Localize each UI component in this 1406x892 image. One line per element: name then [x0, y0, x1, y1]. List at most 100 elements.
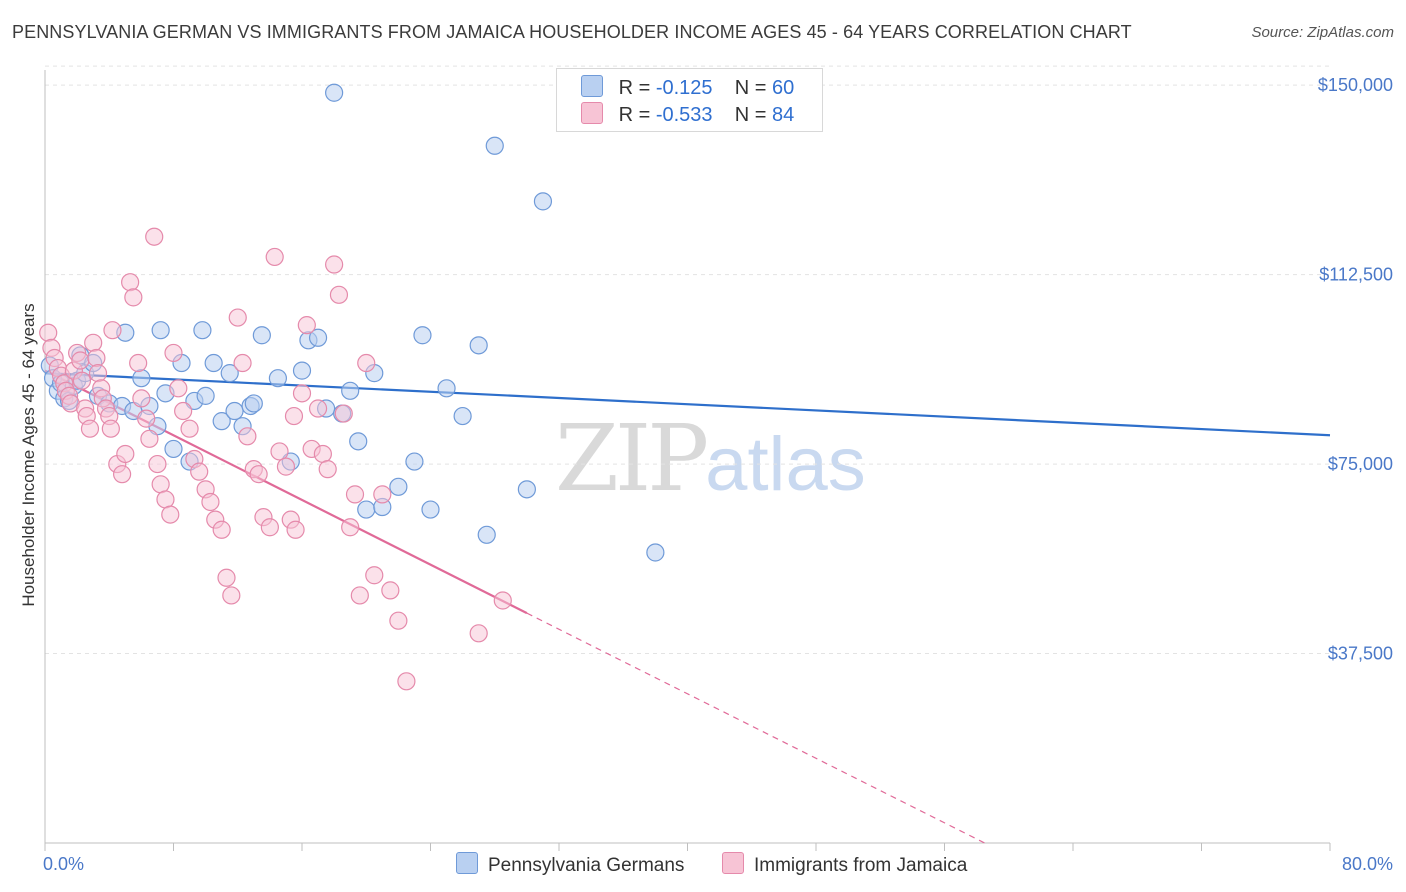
x-tick-label: 80.0%	[1342, 854, 1393, 874]
data-point-pennsylvania-germans	[389, 477, 408, 496]
data-point-immigrants-from-jamaica	[132, 389, 151, 408]
data-point-immigrants-from-jamaica	[212, 520, 231, 539]
data-point-immigrants-from-jamaica	[129, 353, 148, 373]
legend-n-label: N =	[734, 77, 767, 99]
data-point-immigrants-from-jamaica	[249, 465, 268, 484]
data-point-immigrants-from-jamaica	[103, 321, 122, 340]
data-point-pennsylvania-germans	[220, 364, 239, 383]
data-point-immigrants-from-jamaica	[469, 624, 488, 643]
y-tick-label: $37,500	[1328, 644, 1393, 664]
data-point-immigrants-from-jamaica	[284, 406, 304, 426]
bottom-legend-pennsylvania-germans: Pennsylvania Germans	[456, 852, 684, 877]
data-point-immigrants-from-jamaica	[145, 227, 164, 246]
data-point-pennsylvania-germans	[132, 369, 151, 388]
data-point-immigrants-from-jamaica	[292, 384, 312, 403]
data-point-immigrants-from-jamaica	[238, 427, 257, 446]
series-pennsylvania-germans	[40, 83, 665, 562]
y-tick-label: $150,000	[1318, 75, 1393, 95]
data-point-immigrants-from-jamaica	[329, 285, 349, 304]
data-point-immigrants-from-jamaica	[87, 348, 106, 368]
data-point-immigrants-from-jamaica	[222, 586, 241, 605]
data-point-immigrants-from-jamaica	[350, 586, 369, 605]
legend-swatch-blue	[581, 75, 603, 97]
data-point-immigrants-from-jamaica	[88, 364, 108, 383]
bottom-legend-swatch-blue	[456, 852, 478, 874]
data-point-immigrants-from-jamaica	[260, 518, 279, 537]
data-point-immigrants-from-jamaica	[101, 419, 120, 438]
data-point-immigrants-from-jamaica	[124, 288, 143, 307]
data-point-immigrants-from-jamaica	[116, 444, 135, 464]
data-point-pennsylvania-germans	[268, 369, 288, 388]
data-point-immigrants-from-jamaica	[493, 591, 512, 610]
data-point-immigrants-from-jamaica	[71, 351, 90, 370]
data-point-pennsylvania-germans	[252, 326, 271, 345]
series-immigrants-from-jamaica	[39, 227, 512, 691]
data-point-pennsylvania-germans	[646, 543, 665, 562]
data-point-immigrants-from-jamaica	[151, 475, 170, 494]
data-point-immigrants-from-jamaica	[297, 316, 316, 335]
data-point-pennsylvania-germans	[164, 439, 183, 459]
data-point-immigrants-from-jamaica	[201, 492, 220, 512]
data-point-immigrants-from-jamaica	[137, 409, 156, 428]
data-point-immigrants-from-jamaica	[286, 520, 305, 539]
data-point-pennsylvania-germans	[533, 192, 553, 211]
data-point-immigrants-from-jamaica	[334, 404, 353, 423]
tick-labels: $37,500 $75,000 $112,500 $150,000 0.0% 80.0%	[43, 75, 1393, 874]
data-point-immigrants-from-jamaica	[217, 568, 236, 587]
legend-n-value: 84	[772, 104, 795, 126]
data-point-immigrants-from-jamaica	[318, 460, 337, 479]
data-point-pennsylvania-germans	[477, 525, 496, 544]
data-point-pennsylvania-germans	[341, 381, 360, 400]
data-point-immigrants-from-jamaica	[169, 379, 188, 398]
data-point-immigrants-from-jamaica	[345, 485, 365, 504]
data-point-pennsylvania-germans	[204, 353, 223, 373]
data-point-immigrants-from-jamaica	[39, 323, 58, 342]
data-point-immigrants-from-jamaica	[121, 273, 140, 292]
legend-n-value: 60	[772, 77, 795, 99]
correlation-legend: R = -0.125 N = 60 R = -0.533 N = 84	[556, 68, 823, 132]
data-point-immigrants-from-jamaica	[164, 343, 183, 363]
y-tick-label: $112,500	[1319, 265, 1393, 285]
data-point-immigrants-from-jamaica	[357, 353, 376, 373]
legend-r-label: R =	[618, 77, 651, 99]
data-point-pennsylvania-germans	[357, 500, 376, 519]
data-point-immigrants-from-jamaica	[190, 462, 209, 481]
legend-row-immigrants-from-jamaica: R = -0.533 N = 84	[581, 102, 794, 126]
data-point-pennsylvania-germans	[517, 480, 536, 499]
bottom-legend-immigrants-from-jamaica: Immigrants from Jamaica	[722, 852, 967, 877]
trend-lines	[44, 369, 1331, 844]
data-point-immigrants-from-jamaica	[156, 490, 175, 509]
data-point-pennsylvania-germans	[244, 394, 263, 413]
data-point-pennsylvania-germans	[413, 326, 432, 345]
data-point-immigrants-from-jamaica	[373, 485, 392, 504]
data-point-pennsylvania-germans	[453, 406, 472, 426]
trend-line-extension-immigrants-from-jamaica	[526, 612, 985, 844]
bottom-legend-label: Pennsylvania Germans	[488, 855, 685, 876]
data-point-pennsylvania-germans	[325, 83, 344, 102]
data-point-pennsylvania-germans	[225, 401, 244, 421]
data-point-pennsylvania-germans	[151, 321, 170, 340]
legend-row-pennsylvania-germans: R = -0.125 N = 60	[581, 75, 794, 99]
legend-r-label: R =	[618, 104, 651, 126]
data-point-pennsylvania-germans	[292, 361, 312, 380]
legend-r-value: -0.533	[655, 104, 713, 126]
data-point-immigrants-from-jamaica	[325, 255, 344, 274]
data-point-immigrants-from-jamaica	[265, 247, 284, 267]
data-point-immigrants-from-jamaica	[174, 401, 193, 421]
data-point-immigrants-from-jamaica	[140, 429, 159, 448]
data-point-pennsylvania-germans	[193, 321, 212, 340]
data-point-immigrants-from-jamaica	[112, 465, 132, 484]
watermark-zip: ZIP	[555, 405, 709, 512]
data-point-immigrants-from-jamaica	[80, 419, 100, 438]
data-point-immigrants-from-jamaica	[161, 505, 180, 524]
data-point-immigrants-from-jamaica	[313, 444, 332, 464]
data-point-immigrants-from-jamaica	[228, 308, 247, 327]
trend-line-pennsylvania-germans	[44, 372, 1331, 437]
y-tick-label: $75,000	[1328, 454, 1393, 474]
data-point-immigrants-from-jamaica	[381, 581, 400, 600]
data-point-pennsylvania-germans	[349, 432, 368, 451]
data-point-pennsylvania-germans	[405, 452, 424, 471]
data-point-immigrants-from-jamaica	[276, 457, 296, 476]
x-tick-label: 0.0%	[43, 854, 84, 874]
